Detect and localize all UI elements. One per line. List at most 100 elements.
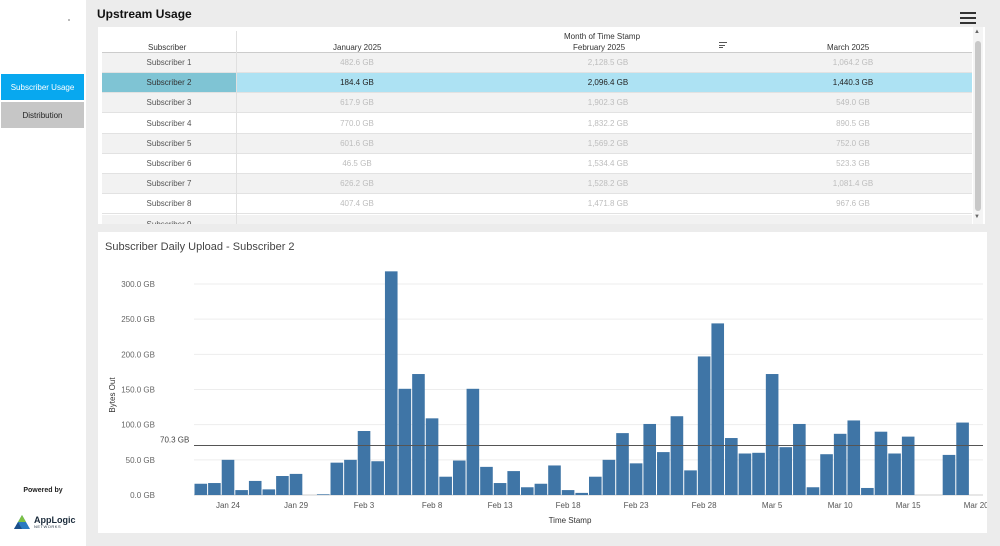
table-row[interactable]: Subscriber 8 407.4 GB 1,471.8 GB 967.6 GB <box>102 194 972 215</box>
powered-by-label: Powered by <box>23 487 63 494</box>
usage-cell-jan: 626.2 GB <box>340 179 374 189</box>
bar[interactable] <box>793 423 806 495</box>
bar[interactable] <box>194 483 208 495</box>
col-header-march[interactable]: March 2025 <box>827 43 870 52</box>
subscriber-name-cell[interactable]: Subscriber 4 <box>146 118 192 128</box>
bar[interactable] <box>248 480 262 495</box>
bar[interactable] <box>861 487 874 495</box>
table-row[interactable]: Subscriber 1 482.6 GB 2,128.5 GB 1,064.2 GB <box>102 53 972 73</box>
bar[interactable] <box>412 374 425 495</box>
bar[interactable] <box>384 271 398 495</box>
bar[interactable] <box>398 388 412 495</box>
bar[interactable] <box>262 489 276 495</box>
bar[interactable] <box>371 461 384 495</box>
bar[interactable] <box>670 416 684 495</box>
bar[interactable] <box>629 463 643 495</box>
bar[interactable] <box>779 447 793 495</box>
chart-title: Subscriber Daily Upload - Subscriber 2 <box>105 241 295 253</box>
bar[interactable] <box>480 466 493 495</box>
subscriber-name-cell[interactable]: Subscriber 9 <box>102 215 236 224</box>
bar[interactable] <box>439 476 452 495</box>
x-tick-label: Feb 13 <box>488 501 513 510</box>
subscriber-name-cell[interactable]: Subscriber 3 <box>146 98 192 108</box>
bar[interactable] <box>806 487 820 495</box>
usage-cell-jan: 601.6 GB <box>340 138 374 148</box>
bar[interactable] <box>765 374 779 495</box>
bar[interactable] <box>956 422 969 495</box>
scroll-thumb[interactable] <box>975 41 981 211</box>
bar[interactable] <box>738 453 752 496</box>
bar[interactable] <box>942 454 956 495</box>
bar[interactable] <box>276 476 289 495</box>
bar[interactable] <box>657 452 670 495</box>
col-header-february[interactable]: February 2025 <box>573 43 626 52</box>
bar[interactable] <box>548 465 561 495</box>
table-row[interactable]: Subscriber 9 <box>102 214 972 224</box>
col-header-subscriber[interactable]: Subscriber <box>148 43 187 52</box>
bar[interactable] <box>820 454 833 495</box>
bar[interactable] <box>466 388 480 495</box>
sort-icon[interactable] <box>719 42 727 50</box>
usage-cell-mar: 752.0 GB <box>836 138 870 148</box>
x-tick-label: Jan 24 <box>216 501 241 510</box>
table-row[interactable]: Subscriber 5 601.6 GB 1,569.2 GB 752.0 GB <box>102 133 972 154</box>
scroll-down-icon[interactable]: ▼ <box>974 214 980 220</box>
subscriber-name-cell[interactable]: Subscriber 1 <box>146 58 192 67</box>
scroll-up-icon[interactable]: ▲ <box>974 29 980 35</box>
bar[interactable] <box>235 490 248 495</box>
subscriber-name-cell[interactable]: Subscriber 5 <box>146 138 192 148</box>
col-header-january[interactable]: January 2025 <box>333 43 382 52</box>
bar[interactable] <box>684 470 697 495</box>
bar[interactable] <box>561 490 575 495</box>
bar[interactable] <box>847 420 861 495</box>
bar[interactable] <box>725 438 738 495</box>
bar[interactable] <box>507 471 520 495</box>
bar[interactable] <box>616 433 629 495</box>
usage-cell-feb: 1,528.2 GB <box>587 179 629 189</box>
bar[interactable] <box>833 433 847 495</box>
chart-canvas: Subscriber Daily Upload - Subscriber 2 B… <box>105 241 987 525</box>
bar[interactable] <box>357 431 371 495</box>
table-row[interactable]: Subscriber 2 184.4 GB 2,096.4 GB 1,440.3 GB <box>102 73 972 94</box>
sidebar-item-subscriber-usage[interactable]: Subscriber Usage <box>1 74 84 100</box>
bar[interactable] <box>208 483 221 495</box>
bar[interactable] <box>452 460 466 495</box>
subscriber-name-cell[interactable]: Subscriber 8 <box>146 199 192 209</box>
subscriber-name-cell[interactable]: Subscriber 7 <box>146 179 192 189</box>
table-row[interactable]: Subscriber 4 770.0 GB 1,832.2 GB 890.5 GB <box>102 113 972 134</box>
bar[interactable] <box>493 483 507 495</box>
sidebar-item-distribution[interactable]: Distribution <box>1 102 84 128</box>
bar[interactable] <box>874 431 888 495</box>
bar[interactable] <box>643 423 657 495</box>
bar[interactable] <box>289 473 303 495</box>
bar[interactable] <box>316 494 330 495</box>
table-row[interactable]: Subscriber 3 617.9 GB 1,902.3 GB 549.0 GB <box>102 93 972 114</box>
subscriber-name-cell[interactable]: Subscriber 2 <box>102 73 236 93</box>
menu-icon[interactable] <box>960 12 976 24</box>
logo-sub: NETWORKS <box>34 523 62 529</box>
bar[interactable] <box>534 483 548 495</box>
month-group-header: Month of Time Stamp <box>564 32 641 41</box>
reference-line-label: 70.3 GB <box>160 436 189 445</box>
usage-cell-feb: 1,902.3 GB <box>587 98 629 108</box>
table-row[interactable]: Subscriber 7 626.2 GB 1,528.2 GB 1,081.4 GB <box>102 174 972 195</box>
bar[interactable] <box>425 418 439 495</box>
bar[interactable] <box>752 452 765 495</box>
bar[interactable] <box>901 436 915 495</box>
usage-cell-feb: 2,096.4 GB <box>587 78 629 88</box>
applogic-logo-icon <box>14 515 30 529</box>
usage-cell-feb: 1,471.8 GB <box>587 199 629 209</box>
bar[interactable] <box>697 356 711 495</box>
bar[interactable] <box>344 459 357 495</box>
subscriber-name-cell[interactable]: Subscriber 6 <box>146 159 192 168</box>
table-row[interactable]: Subscriber 6 46.5 GB 1,534.4 GB 523.3 GB <box>102 154 972 174</box>
bar[interactable] <box>711 323 725 495</box>
bar[interactable] <box>330 462 344 495</box>
logo-name: AppLogic <box>34 514 76 525</box>
bar[interactable] <box>575 492 588 495</box>
bar[interactable] <box>888 453 901 496</box>
bar[interactable] <box>520 487 534 495</box>
bar[interactable] <box>602 459 616 495</box>
bar[interactable] <box>589 476 602 495</box>
bar[interactable] <box>221 459 235 495</box>
